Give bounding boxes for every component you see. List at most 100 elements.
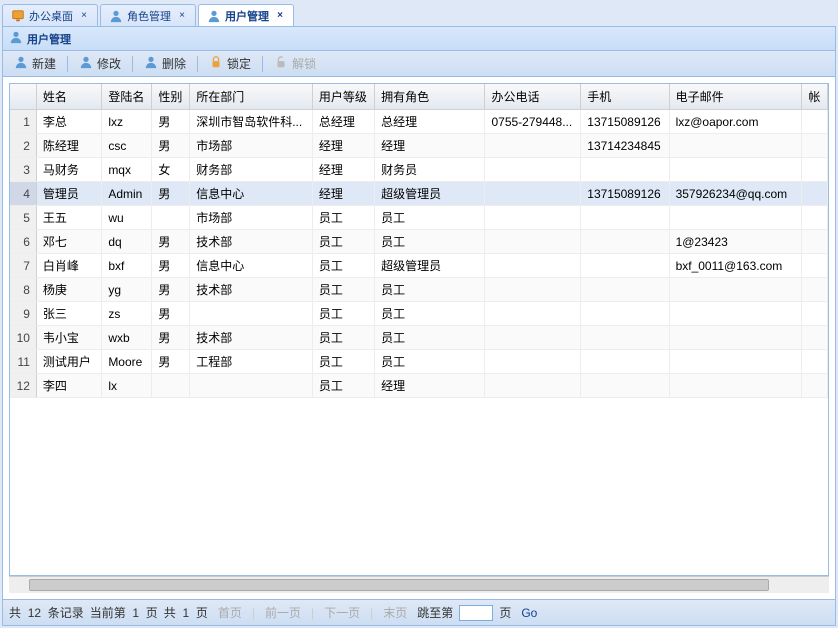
cell	[485, 158, 581, 182]
cell: 员工	[375, 302, 485, 326]
cell: 白肖峰	[36, 254, 101, 278]
pager-prev[interactable]: 前一页	[261, 604, 305, 621]
cell: 男	[152, 182, 190, 206]
rownum-cell: 6	[10, 230, 36, 254]
cell: 员工	[312, 350, 374, 374]
panel: 用户管理 新建修改删除锁定解锁 姓名登陆名性别所在部门用户等级拥有角色办公电话手…	[2, 26, 836, 626]
column-header[interactable]: 登陆名	[102, 84, 152, 110]
pager-last[interactable]: 末页	[379, 604, 411, 621]
cell: 总经理	[312, 110, 374, 134]
cell	[152, 374, 190, 398]
cell	[802, 182, 828, 206]
cell: 信息中心	[190, 254, 313, 278]
table-row[interactable]: 2陈经理csc男市场部经理经理13714234845	[10, 134, 828, 158]
button-label: 新建	[32, 55, 56, 72]
cell: 员工	[375, 326, 485, 350]
cell	[485, 350, 581, 374]
pager: 共 12 条记录 当前第 1 页 共 1 页 首页 | 前一页 | 下一页 | …	[3, 599, 835, 625]
rownum-cell: 3	[10, 158, 36, 182]
cell	[190, 302, 313, 326]
edit-button[interactable]: 修改	[72, 54, 128, 74]
cell: csc	[102, 134, 152, 158]
cell: 员工	[375, 230, 485, 254]
table-row[interactable]: 9张三zs男员工员工	[10, 302, 828, 326]
delete-button[interactable]: 删除	[137, 54, 193, 74]
table-row[interactable]: 3马财务mqx女财务部经理财务员	[10, 158, 828, 182]
toolbar-separator	[262, 56, 263, 72]
column-header[interactable]: 姓名	[36, 84, 101, 110]
pager-go[interactable]: Go	[517, 606, 541, 620]
cell: 马财务	[36, 158, 101, 182]
cell: 13715089126	[581, 110, 669, 134]
cell: 工程部	[190, 350, 313, 374]
rownum-cell: 2	[10, 134, 36, 158]
cell: 13714234845	[581, 134, 669, 158]
cell: 员工	[375, 350, 485, 374]
new-button[interactable]: 新建	[7, 54, 63, 74]
rownum-cell: 9	[10, 302, 36, 326]
cell: wxb	[102, 326, 152, 350]
column-header[interactable]: 电子邮件	[669, 84, 802, 110]
grid-scroll[interactable]: 姓名登陆名性别所在部门用户等级拥有角色办公电话手机电子邮件帐 1李总lxz男深圳…	[9, 83, 829, 576]
lock-button[interactable]: 锁定	[202, 54, 258, 74]
table-row[interactable]: 10韦小宝wxb男技术部员工员工	[10, 326, 828, 350]
cell: lxz	[102, 110, 152, 134]
column-header[interactable]: 性别	[152, 84, 190, 110]
cell: 深圳市智岛软件科...	[190, 110, 313, 134]
user-add-icon	[14, 55, 28, 72]
cell	[669, 278, 802, 302]
button-label: 解锁	[292, 55, 316, 72]
tab-label: 用户管理	[225, 8, 269, 24]
cell: 男	[152, 134, 190, 158]
cell: 杨庚	[36, 278, 101, 302]
cell	[802, 230, 828, 254]
table-row[interactable]: 5王五wu市场部员工员工	[10, 206, 828, 230]
close-icon[interactable]: ×	[79, 11, 89, 21]
table-row[interactable]: 7白肖峰bxf男信息中心员工超级管理员bxf_0011@163.com	[10, 254, 828, 278]
table-row[interactable]: 12李四lx员工经理	[10, 374, 828, 398]
tab-0[interactable]: 办公桌面×	[2, 4, 98, 26]
cell: 357926234@qq.com	[669, 182, 802, 206]
user-delete-icon	[144, 55, 158, 72]
pager-jump-input[interactable]	[459, 605, 493, 621]
cell	[669, 326, 802, 350]
table-row[interactable]: 4管理员Admin男信息中心经理超级管理员1371508912635792623…	[10, 182, 828, 206]
cell: 男	[152, 302, 190, 326]
tab-2[interactable]: 用户管理 ×	[198, 4, 294, 26]
column-header[interactable]: 拥有角色	[375, 84, 485, 110]
scrollbar-thumb[interactable]	[29, 579, 769, 591]
cell: 男	[152, 230, 190, 254]
cell: 邓七	[36, 230, 101, 254]
horizontal-scrollbar[interactable]	[9, 576, 829, 593]
rownum-header	[10, 84, 36, 110]
column-header[interactable]: 用户等级	[312, 84, 374, 110]
close-icon[interactable]: ×	[275, 11, 285, 21]
rownum-cell: 7	[10, 254, 36, 278]
column-header[interactable]: 帐	[802, 84, 828, 110]
pager-first[interactable]: 首页	[214, 604, 246, 621]
rownum-cell: 4	[10, 182, 36, 206]
table-row[interactable]: 11测试用户Moore男工程部员工员工	[10, 350, 828, 374]
pager-next[interactable]: 下一页	[320, 604, 364, 621]
lock-icon	[209, 55, 223, 72]
column-header[interactable]: 办公电话	[485, 84, 581, 110]
cell: 男	[152, 254, 190, 278]
table-row[interactable]: 8杨庚yg男技术部员工员工	[10, 278, 828, 302]
cell	[802, 158, 828, 182]
column-header[interactable]: 所在部门	[190, 84, 313, 110]
close-icon[interactable]: ×	[177, 11, 187, 21]
cell	[485, 182, 581, 206]
column-header[interactable]: 手机	[581, 84, 669, 110]
cell: 陈经理	[36, 134, 101, 158]
cell: 市场部	[190, 206, 313, 230]
cell: 技术部	[190, 326, 313, 350]
pager-current: 当前第 1 页	[90, 604, 158, 621]
table-row[interactable]: 6邓七dq男技术部员工员工1@23423	[10, 230, 828, 254]
table-row[interactable]: 1李总lxz男深圳市智岛软件科...总经理总经理0755-279448...13…	[10, 110, 828, 134]
cell: 男	[152, 326, 190, 350]
cell	[581, 374, 669, 398]
tab-1[interactable]: 角色管理 ×	[100, 4, 196, 26]
cell: 李总	[36, 110, 101, 134]
tab-label: 角色管理	[127, 8, 171, 24]
cell: yg	[102, 278, 152, 302]
